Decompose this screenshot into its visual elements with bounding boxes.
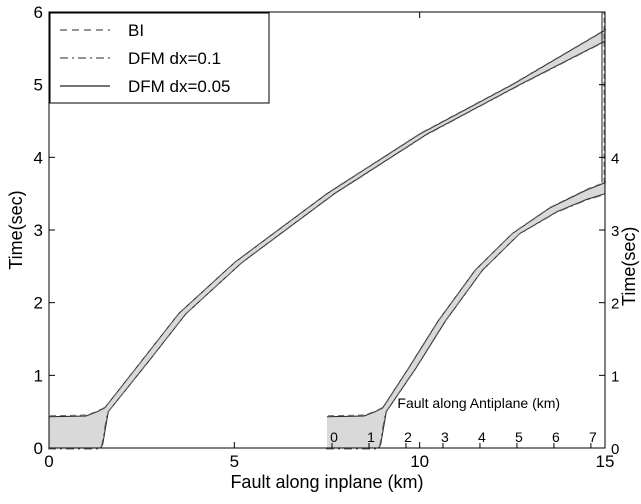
y-tick-label: 0 [34, 439, 43, 458]
inset-tick-label: 7 [589, 429, 597, 445]
legend-label-dfm-dx-0-1: DFM dx=0.1 [128, 49, 221, 68]
wavefront-bands [48, 12, 607, 450]
inset-antiplane-axis: 0 1 2 3 4 5 6 7 [330, 429, 597, 448]
band-1-upper-solid [326, 182, 606, 418]
band-1-upper-dashed [327, 181, 607, 417]
y-tick-label: 2 [34, 294, 43, 313]
inset-tick-label: 2 [404, 429, 412, 445]
y-tick-label: 4 [34, 148, 43, 167]
wavefront-band-1 [327, 182, 605, 449]
x-tick-label: 5 [230, 452, 239, 471]
right-tick-label: 2 [611, 296, 619, 313]
right-tick-label: 4 [611, 150, 619, 167]
inset-tick-label: 3 [441, 429, 449, 445]
band-0-lower-dashdot [48, 41, 605, 450]
right-tick-label: 0 [611, 441, 619, 458]
inset-tick-label: 4 [478, 429, 486, 445]
band-1-lower-dashdot [326, 194, 605, 450]
legend: BI DFM dx=0.1 DFM dx=0.05 [49, 12, 270, 104]
legend-label-bi: BI [128, 21, 144, 40]
x-tick-label: 10 [410, 452, 429, 471]
x-tick-label: 15 [596, 452, 615, 471]
y-tick-label: 6 [34, 3, 43, 22]
legend-label-dfm-dx-0-05: DFM dx=0.05 [128, 77, 231, 96]
x-axis-label: Fault along inplane (km) [230, 472, 423, 492]
right-tick-label: 3 [611, 223, 619, 240]
right-axis-label: Time(sec) [619, 227, 639, 306]
y-tick-label: 3 [34, 221, 43, 240]
y-axis-label: Time(sec) [6, 190, 26, 269]
inset-tick-label: 0 [330, 429, 338, 445]
inset-tick-label: 6 [552, 429, 560, 445]
y-tick-label: 5 [34, 76, 43, 95]
y-tick-label: 1 [34, 366, 43, 385]
inset-axis-label: Fault along Antiplane (km) [397, 395, 560, 411]
inset-tick-label: 1 [367, 429, 375, 445]
right-tick-label: 1 [611, 368, 619, 385]
inset-tick-label: 5 [515, 429, 523, 445]
legend-box [49, 12, 270, 104]
x-tick-label: 0 [44, 452, 53, 471]
band-0-upper-dashed [49, 28, 607, 417]
